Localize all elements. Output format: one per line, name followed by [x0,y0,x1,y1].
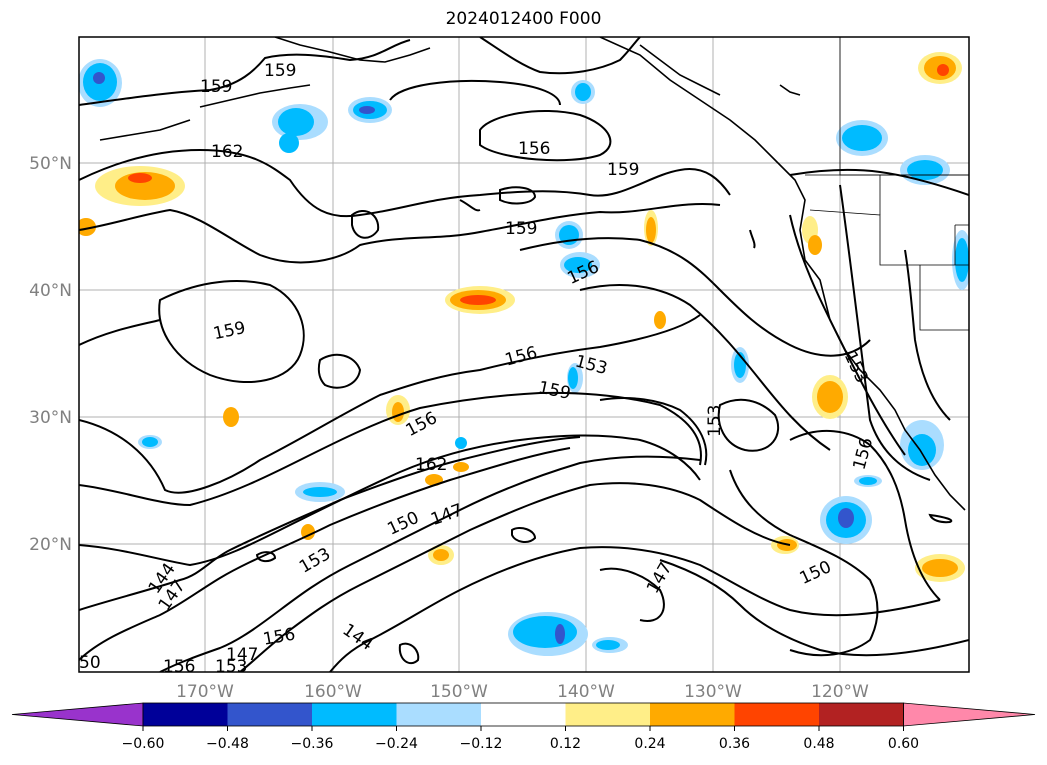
anomaly-blob [93,72,105,84]
longitude-labels: 170°W 160°W 150°W 140°W 130°W 120°W [176,682,869,702]
colorbar-tick-label: −0.36 [291,736,334,752]
colorbar-tick-label: 0.60 [888,736,919,752]
anomaly-blob [564,257,592,273]
anomaly-blob [859,477,877,485]
colorbar-bin [312,703,397,726]
lon-label: 130°W [684,682,742,702]
anomaly-blob [460,295,496,305]
anomaly-blob [303,487,337,497]
colorbar-tick-label: 0.12 [550,736,581,752]
contour-label: 156 [518,139,550,159]
anomaly-blob [392,402,404,422]
map-frame [78,36,970,673]
colorbar-bin [819,703,904,726]
anomaly-blob [455,437,467,449]
colorbar-extend-high [903,702,1036,727]
anomaly-blob [922,559,958,577]
anomaly-blob [279,133,299,153]
colorbar-bin [650,703,735,726]
colorbar-bin [227,703,312,726]
anomaly-blob [646,217,656,243]
colorbar-tick-label: −0.60 [122,736,165,752]
anomaly-blob [907,160,943,180]
anomaly-blob [301,524,315,540]
contour-label: 153 [705,405,725,437]
lon-label: 170°W [176,682,234,702]
anomaly-blob [79,218,96,236]
contour-label: 162 [211,142,243,162]
anomaly-blob [359,106,375,114]
lat-label: 40°N [29,281,72,301]
colorbar: −0.60 −0.48 −0.36 −0.24 −0.12 0.12 0.24 0.36 0.4… [11,702,1036,752]
anomaly-blob [808,235,822,255]
latitude-labels: 50°N 40°N 30°N 20°N [29,154,72,555]
anomaly-blob [453,462,469,472]
map-title: 2024012400 F000 [445,9,602,29]
lon-label: 120°W [811,682,869,702]
colorbar-bin [396,703,481,726]
height-contours [79,37,969,672]
colorbar-tick-label: 0.48 [803,736,834,752]
contour-label: 159 [264,61,296,81]
contour-label: 153 [215,657,247,677]
colorbar-tick-label: 0.36 [719,736,750,752]
lon-label: 140°W [557,682,615,702]
anomaly-blob [817,381,843,413]
colorbar-tick-label: 0.24 [634,736,665,752]
anomaly-blob [513,616,577,648]
contour-label: 162 [415,455,447,475]
anomaly-blob [842,125,882,151]
anomaly-blob [568,367,578,389]
anomaly-blob [838,508,854,528]
colorbar-bin [734,703,819,726]
colorbar-bin [565,703,650,726]
colorbar-extend-low [11,702,144,727]
colorbar-bin [143,703,228,726]
colorbar-tick-label: −0.12 [460,736,503,752]
colorbar-bin [481,703,566,726]
colorbar-tick-label: −0.48 [206,736,249,752]
lat-label: 20°N [29,535,72,555]
contour-label: 156 [163,657,195,677]
anomaly-blob [908,434,936,466]
lat-label: 50°N [29,154,72,174]
anomaly-blob [128,173,152,183]
lon-label: 160°W [304,682,362,702]
contour-label: 50 [79,653,101,673]
anomaly-blob [223,407,239,427]
anomaly-blob [278,108,314,136]
contour-label: 159 [200,77,232,97]
anomaly-blob [955,238,969,282]
anomaly-blob [596,640,620,650]
colorbar-tick-label: −0.24 [375,736,418,752]
anomaly-blob [433,549,449,561]
anomaly-shading [79,52,969,656]
coastline [99,37,966,511]
lat-label: 30°N [29,408,72,428]
political-borders [805,37,969,331]
anomaly-blob [937,64,949,76]
lon-label: 150°W [430,682,488,702]
anomaly-blob [575,83,591,101]
colorbar-outline [142,702,904,727]
anomaly-blob [142,437,158,447]
contour-label: 147 [226,645,258,665]
anomaly-blob [555,624,565,644]
contour-label: 159 [607,160,639,180]
anomaly-blob [654,311,666,329]
contour-label: 159 [505,219,537,239]
